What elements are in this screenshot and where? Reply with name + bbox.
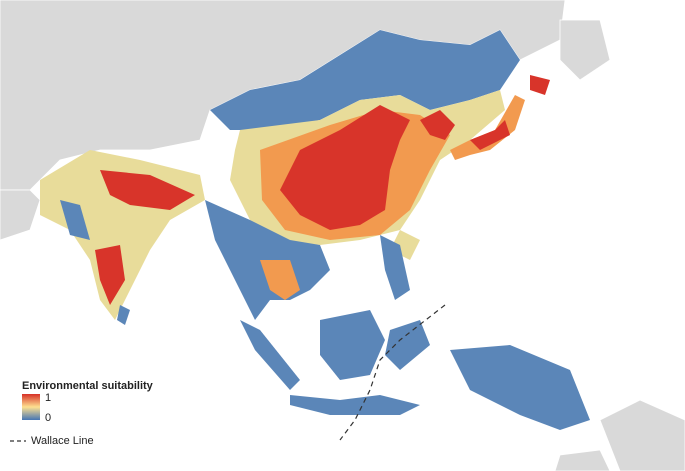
japan [450,75,550,160]
southeast-asia [205,200,590,430]
color-scale [22,394,40,420]
india [40,150,205,325]
scale-tick-label: 0 [45,412,51,424]
legend: Environmental suitability 1 0 Wallace Li… [10,380,154,447]
legend-title: Environmental suitability [22,380,154,392]
east-asia [210,30,520,260]
scale-tick-label: 1 [45,392,51,404]
wallace-line [339,304,446,441]
wallace-legend-label: Wallace Line [31,435,94,447]
